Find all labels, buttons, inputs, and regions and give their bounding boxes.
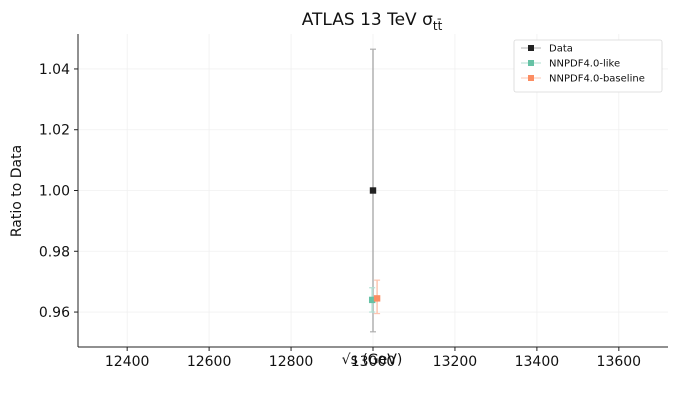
legend-label-data: Data — [549, 44, 573, 55]
nnpdf4-0-like-point — [368, 296, 376, 304]
legend-marker-nnpdf4-0-like — [528, 60, 534, 66]
x-tick-label: 13600 — [597, 354, 642, 370]
y-tick-label: 1.00 — [39, 184, 70, 200]
y-tick-label: 0.98 — [39, 244, 70, 260]
chart-title-subscript: tt̄ — [433, 19, 443, 33]
legend-label-nnpdf4-0-like: NNPDF4.0-like — [549, 59, 620, 70]
y-tick-label: 0.96 — [39, 305, 70, 321]
x-tick-label: 12400 — [105, 354, 150, 370]
x-axis-label: √s (GeV) — [342, 352, 403, 368]
data-marks — [368, 48, 381, 333]
chart-title: ATLAS 13 TeV σtt̄ — [302, 10, 443, 33]
legend: Data NNPDF4.0-like NNPDF4.0-baseline — [513, 39, 663, 93]
y-axis-ticks: 0.96 0.98 1.00 1.02 1.04 — [39, 62, 78, 321]
legend-box — [513, 39, 663, 93]
nnpdf4-0-baseline-point — [373, 295, 381, 302]
legend-marker-data — [528, 45, 534, 51]
x-tick-label: 13000 — [351, 354, 396, 370]
data-point — [369, 187, 377, 194]
y-tick-label: 1.02 — [39, 123, 70, 139]
legend-label-nnpdf4-0-baseline: NNPDF4.0-baseline — [549, 74, 645, 85]
x-tick-label: 12800 — [269, 354, 314, 370]
x-tick-label: 13400 — [515, 354, 560, 370]
x-axis-ticks: 12400 12600 12800 13000 13200 13400 13600 — [105, 347, 641, 370]
y-tick-label: 1.04 — [39, 62, 70, 78]
x-tick-label: 13200 — [433, 354, 478, 370]
x-tick-label: 12600 — [187, 354, 232, 370]
legend-marker-nnpdf4-0-baseline — [528, 75, 534, 81]
y-axis-label: Ratio to Data — [9, 145, 25, 237]
chart-title-main: ATLAS 13 TeV σ — [302, 10, 433, 30]
